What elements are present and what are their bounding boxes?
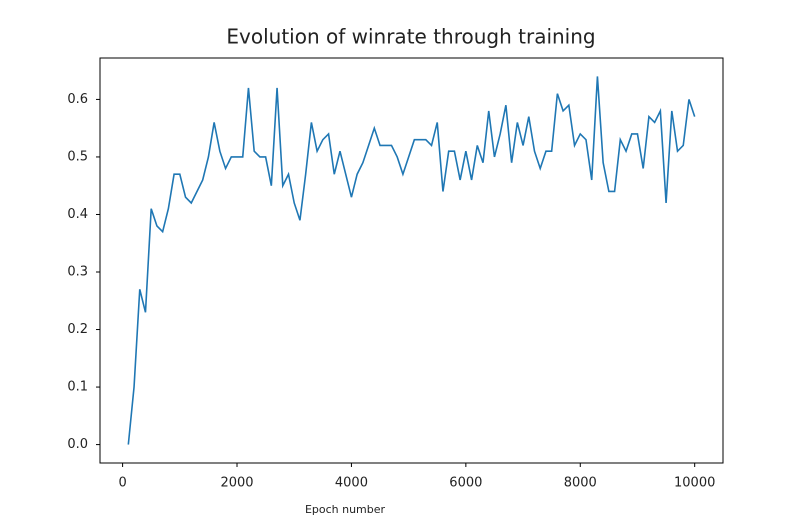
y-tick-label: 0.3 [67, 265, 88, 280]
x-axis-label: Epoch number [305, 503, 386, 516]
x-tick-label: 4000 [335, 476, 368, 491]
y-tick-label: 0.0 [67, 437, 88, 452]
plot-frame [99, 57, 724, 464]
y-tick-label: 0.1 [67, 380, 88, 395]
line [127, 76, 696, 445]
x-tick-label: 2000 [220, 476, 253, 491]
y-tick-label: 0.4 [67, 207, 88, 222]
x-tick-label: 6000 [449, 476, 482, 491]
chart-title: Evolution of winrate through training [226, 25, 595, 49]
y-tick-label: 0.6 [67, 92, 88, 107]
y-tick-label: 0.5 [67, 149, 88, 164]
x-tick-label: 0 [118, 476, 126, 491]
y-tick-label: 0.2 [67, 322, 88, 337]
x-tick-label: 10000 [674, 476, 715, 491]
x-tick-label: 8000 [564, 476, 597, 491]
